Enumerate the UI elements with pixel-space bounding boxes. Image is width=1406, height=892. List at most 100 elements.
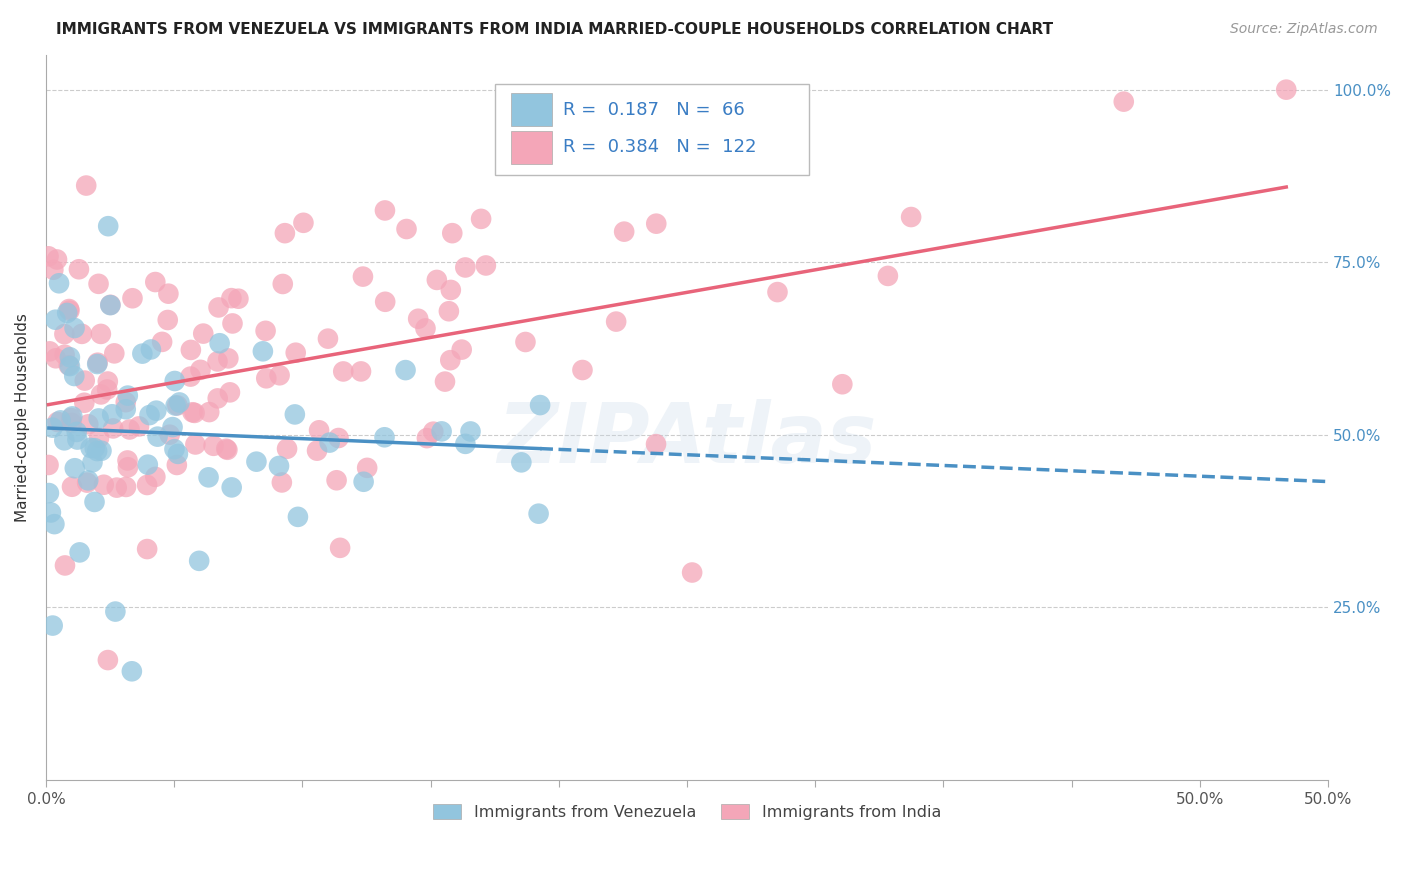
Point xyxy=(181,405,204,419)
Point xyxy=(139,343,162,357)
Point xyxy=(831,377,853,392)
Point xyxy=(198,405,221,419)
Point xyxy=(121,665,143,679)
Point xyxy=(69,545,91,559)
Point xyxy=(645,217,668,231)
Point xyxy=(103,346,125,360)
Point xyxy=(143,275,166,289)
Point xyxy=(101,407,124,421)
Point xyxy=(105,481,128,495)
Point xyxy=(97,375,120,389)
Point xyxy=(58,301,80,316)
Point xyxy=(87,411,110,425)
Point xyxy=(90,326,112,341)
Point xyxy=(79,441,101,455)
Point xyxy=(157,286,180,301)
Point xyxy=(53,434,76,448)
Point xyxy=(48,277,70,291)
Point xyxy=(97,653,120,667)
Point xyxy=(318,435,340,450)
Point xyxy=(305,443,328,458)
Point xyxy=(58,358,80,372)
Point xyxy=(53,348,76,362)
Point xyxy=(430,425,453,439)
Point xyxy=(202,439,225,453)
Point xyxy=(42,262,65,277)
Point xyxy=(415,321,437,335)
Point xyxy=(63,461,86,475)
Point xyxy=(38,344,60,359)
Point xyxy=(328,431,350,445)
Point xyxy=(515,334,537,349)
Point xyxy=(450,343,472,357)
Point xyxy=(63,369,86,384)
Point xyxy=(510,455,533,469)
Text: Source: ZipAtlas.com: Source: ZipAtlas.com xyxy=(1230,22,1378,37)
Point xyxy=(350,364,373,378)
Point xyxy=(117,460,139,475)
Point xyxy=(215,442,238,456)
Point xyxy=(82,455,104,469)
Point xyxy=(252,344,274,359)
Point xyxy=(180,343,202,357)
Point xyxy=(877,268,900,283)
Point xyxy=(166,458,188,472)
Point xyxy=(190,363,212,377)
Point xyxy=(245,455,267,469)
Point xyxy=(197,470,219,484)
Point xyxy=(329,541,352,555)
FancyBboxPatch shape xyxy=(495,84,808,175)
Point xyxy=(44,517,66,532)
Point xyxy=(395,222,418,236)
Point xyxy=(207,392,229,406)
Point xyxy=(766,285,789,299)
Text: ZIPAtlas: ZIPAtlas xyxy=(498,399,877,480)
Point xyxy=(529,398,551,412)
Point xyxy=(77,417,100,432)
Point xyxy=(416,431,439,445)
Point xyxy=(571,363,593,377)
FancyBboxPatch shape xyxy=(512,93,553,126)
Point xyxy=(38,458,60,472)
Point xyxy=(270,475,292,490)
Point xyxy=(605,315,627,329)
Point xyxy=(374,294,396,309)
Point xyxy=(394,363,416,377)
Point xyxy=(356,461,378,475)
Point xyxy=(193,326,215,341)
Point xyxy=(180,369,202,384)
Point xyxy=(325,473,347,487)
Point xyxy=(645,437,668,451)
Point xyxy=(41,618,63,632)
Point xyxy=(460,425,482,439)
Point xyxy=(221,291,243,305)
Point xyxy=(163,374,186,388)
Point xyxy=(73,374,96,388)
Point xyxy=(454,437,477,451)
Point xyxy=(59,351,82,365)
Text: R =  0.384   N =  122: R = 0.384 N = 122 xyxy=(562,138,756,156)
Point xyxy=(45,351,67,366)
Point xyxy=(63,321,86,335)
Point xyxy=(101,421,124,435)
Point xyxy=(59,359,82,373)
Point xyxy=(208,336,231,351)
Point xyxy=(269,368,291,383)
Point xyxy=(900,210,922,224)
Point xyxy=(56,306,79,320)
Point xyxy=(475,259,498,273)
Point xyxy=(70,326,93,341)
Text: R =  0.187   N =  66: R = 0.187 N = 66 xyxy=(562,101,744,119)
Point xyxy=(267,458,290,473)
Point xyxy=(100,298,122,312)
Point xyxy=(87,277,110,291)
Point xyxy=(217,442,239,457)
Point xyxy=(86,356,108,370)
Point xyxy=(527,507,550,521)
Point xyxy=(121,291,143,305)
Point xyxy=(98,298,121,312)
Point xyxy=(86,444,108,458)
Point xyxy=(221,480,243,494)
Point xyxy=(169,395,191,409)
Point xyxy=(284,408,307,422)
